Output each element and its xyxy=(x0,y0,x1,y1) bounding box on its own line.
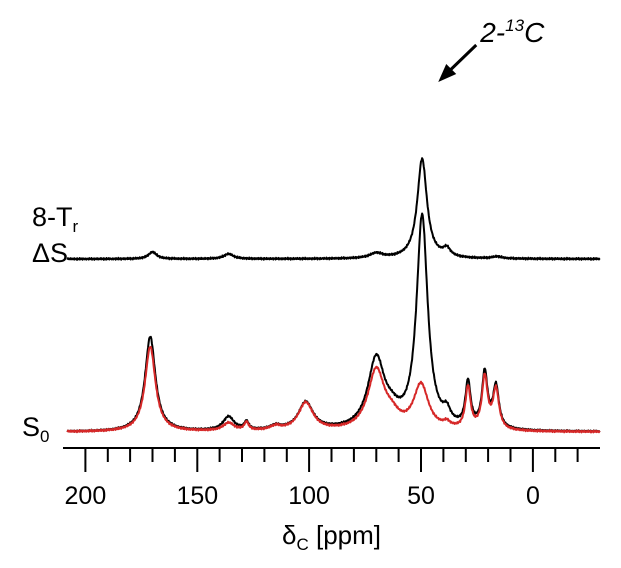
series-line-s0-red xyxy=(66,345,601,434)
trace-label-delta-s: ΔS xyxy=(32,238,68,268)
x-tick-label: 0 xyxy=(526,482,540,510)
annotation-text: 2-13C xyxy=(479,16,545,48)
x-axis-tick-labels: 200 150 100 50 0 xyxy=(65,482,540,510)
label-annotation: 2-13C xyxy=(438,16,545,82)
x-axis-title: δC [ppm] xyxy=(282,520,381,554)
annotation-arrow xyxy=(447,43,478,74)
x-axis-ticks xyxy=(84,448,579,472)
annotation-arrow-head xyxy=(438,64,457,82)
trace-label-s0: S0 xyxy=(22,412,49,446)
x-axis: 200 150 100 50 0 xyxy=(63,447,600,510)
spectrum-traces xyxy=(66,157,601,434)
series-line-delta-s xyxy=(66,157,601,261)
series-line-s0-black xyxy=(66,212,601,434)
x-tick-label: 150 xyxy=(176,482,218,510)
trace-label-8-tr: 8-Tr xyxy=(32,202,79,236)
x-tick-label: 200 xyxy=(65,482,107,510)
x-tick-label: 50 xyxy=(407,482,435,510)
x-tick-label: 100 xyxy=(288,482,330,510)
